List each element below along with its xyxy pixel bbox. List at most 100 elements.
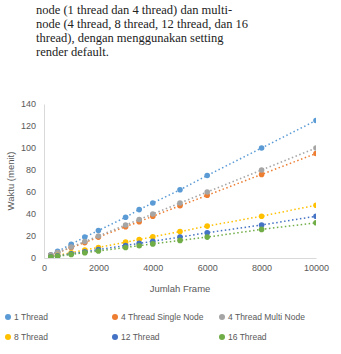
tick: 60 [26, 187, 44, 197]
tick-label: 8000 [252, 263, 272, 273]
tick-label: 10000 [304, 263, 329, 273]
point [150, 241, 156, 247]
tick-label: 60 [26, 187, 36, 197]
tick: 100 [21, 143, 44, 153]
point [55, 253, 61, 258]
legend-marker [5, 334, 11, 340]
tick: 0 [31, 253, 44, 263]
point [177, 200, 183, 206]
legend-label: 12 Thread [121, 332, 160, 342]
point [96, 228, 102, 234]
point [68, 245, 74, 251]
x-axis-title: Jumlah Frame [150, 283, 211, 294]
point [123, 245, 129, 251]
point [48, 254, 54, 258]
series-line [51, 223, 316, 257]
point [204, 234, 210, 240]
tick: 120 [21, 121, 44, 131]
tick: 20 [26, 231, 44, 241]
point [55, 253, 61, 258]
legend-item: 4 Thread Multi Node [219, 312, 305, 322]
point [177, 238, 183, 244]
point [68, 252, 74, 258]
tick: 10000 [304, 258, 329, 273]
series-line [51, 216, 316, 257]
point [177, 229, 183, 235]
tick-label: 100 [21, 143, 36, 153]
tick: 140 [21, 99, 44, 109]
point [259, 167, 265, 173]
point [204, 223, 210, 229]
y-axis: 0 20 40 60 80 100 120 140 [21, 99, 45, 263]
y-axis-title: Waktu (menit) [5, 152, 16, 211]
point [313, 220, 316, 226]
tick-label: 80 [26, 165, 36, 175]
point [204, 173, 210, 179]
point [259, 213, 265, 219]
paragraph-line: thread), dengan menggunakan setting [36, 31, 224, 45]
figure: node (1 thread dan 4 thread) dan multi-n… [0, 0, 341, 354]
legend-marker [5, 314, 11, 320]
tick: 2000 [89, 258, 109, 273]
point [68, 244, 74, 250]
point [136, 207, 142, 213]
point [82, 249, 88, 255]
legend-marker [112, 314, 118, 320]
series-line [51, 148, 316, 255]
point [313, 202, 316, 208]
tick-label: 140 [21, 99, 36, 109]
point [313, 213, 316, 219]
legend-label: 1 Thread [14, 312, 48, 322]
point [136, 243, 142, 249]
series-line [51, 205, 316, 256]
legend-marker [112, 334, 118, 340]
legend-label: 4 Thread Single Node [121, 312, 204, 322]
point [96, 248, 102, 254]
legend-marker [219, 334, 225, 340]
paragraph-line: node (1 thread dan 4 thread) dan multi- [36, 3, 232, 17]
point [136, 217, 142, 223]
point [48, 254, 54, 258]
point [177, 187, 183, 193]
legend-item: 16 Thread [219, 332, 267, 342]
tick-label: 20 [26, 231, 36, 241]
point [48, 254, 54, 258]
point [68, 251, 74, 257]
point [96, 233, 102, 239]
paragraph-line: render default. [36, 45, 109, 59]
point [259, 227, 265, 233]
tick-label: 120 [21, 121, 36, 131]
tick-label: 0 [31, 253, 36, 263]
marks [48, 118, 316, 258]
tick: 0 [42, 258, 47, 273]
legend-label: 4 Thread Multi Node [228, 312, 305, 322]
tick-label: 2000 [89, 263, 109, 273]
legend-item: 1 Thread [5, 312, 48, 322]
paragraph: node (1 thread dan 4 thread) dan multi-n… [36, 3, 248, 59]
legend-item: 12 Thread [112, 332, 160, 342]
point [150, 211, 156, 217]
legend-item: 8 Thread [5, 332, 48, 342]
point [313, 145, 316, 151]
paragraph-line: node (4 thread, 8 thread, 12 thread, dan… [36, 17, 248, 31]
point [313, 118, 316, 124]
tick-label: 40 [26, 209, 36, 219]
point [259, 145, 265, 151]
point [313, 151, 316, 157]
x-axis: 0200040006000800010000 [42, 258, 329, 273]
series-line [51, 121, 316, 255]
tick-label: 4000 [143, 263, 163, 273]
point [204, 189, 210, 195]
point [82, 250, 88, 256]
point [150, 200, 156, 206]
series-line [51, 154, 316, 256]
axis-line [44, 105, 45, 259]
legend-label: 8 Thread [14, 332, 48, 342]
legend-marker [219, 314, 225, 320]
legend-label: 16 Thread [228, 332, 267, 342]
point [123, 215, 129, 221]
point [123, 222, 129, 228]
tick: 8000 [252, 258, 272, 273]
tick: 4000 [143, 258, 163, 273]
legend: 1 Thread 4 Thread Single Node 4 Thread Mul… [5, 312, 305, 342]
